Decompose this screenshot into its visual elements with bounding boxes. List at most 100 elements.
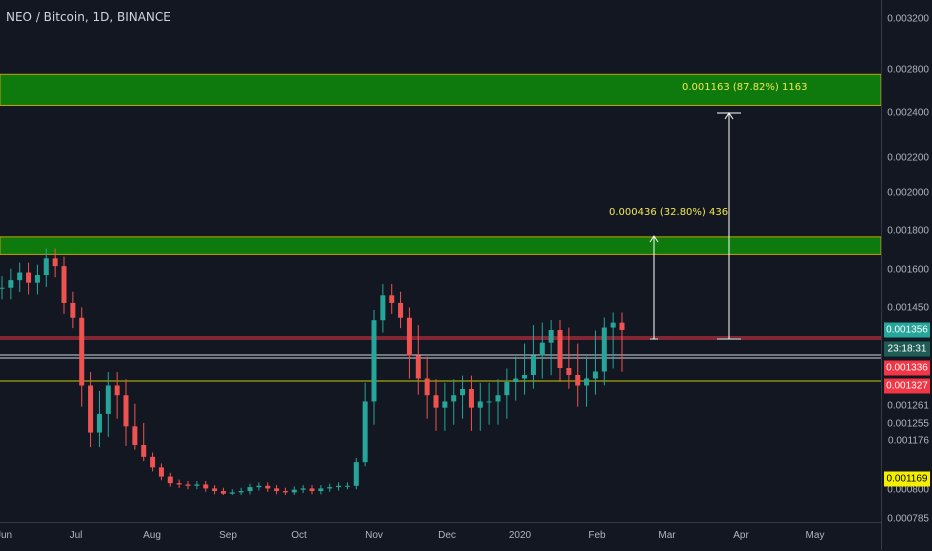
candle[interactable] bbox=[424, 378, 430, 396]
candle[interactable] bbox=[460, 389, 466, 396]
candle[interactable] bbox=[52, 258, 58, 267]
candle[interactable] bbox=[274, 488, 280, 492]
candle[interactable] bbox=[34, 275, 40, 283]
time-axis[interactable]: Jun Jul Aug Sep Oct Nov Dec 2020 Feb Mar Apr May bbox=[0, 522, 881, 551]
candle[interactable] bbox=[70, 302, 76, 318]
candle[interactable] bbox=[601, 327, 607, 372]
candle[interactable] bbox=[194, 484, 200, 486]
time-tick-label: Jul bbox=[69, 530, 83, 541]
candle[interactable] bbox=[336, 485, 342, 488]
candle[interactable] bbox=[513, 378, 519, 383]
candle[interactable] bbox=[141, 445, 147, 457]
candle[interactable] bbox=[353, 462, 359, 486]
candle[interactable] bbox=[575, 375, 581, 386]
candle[interactable] bbox=[495, 395, 501, 402]
time-tick-label: Apr bbox=[733, 530, 749, 541]
resistance-zone-lower[interactable] bbox=[0, 236, 881, 255]
measurement-label: 0.001163 (87.82%) 1163 bbox=[682, 82, 808, 93]
candle[interactable] bbox=[17, 272, 23, 281]
candle[interactable] bbox=[522, 375, 528, 379]
price-axis[interactable]: 0.003200 0.002800 0.002400 0.002200 0.002000… bbox=[881, 0, 932, 550]
candles bbox=[0, 248, 625, 495]
candle[interactable] bbox=[256, 485, 262, 488]
candle[interactable] bbox=[477, 401, 483, 408]
candle[interactable] bbox=[344, 485, 350, 487]
price-tick-label: 0.001800 bbox=[887, 225, 929, 237]
candle[interactable] bbox=[398, 302, 404, 318]
time-tick-label: Jun bbox=[0, 530, 13, 541]
candle[interactable] bbox=[327, 487, 333, 489]
candle[interactable] bbox=[8, 280, 14, 288]
candle[interactable] bbox=[132, 426, 138, 445]
zones bbox=[0, 73, 881, 255]
candle[interactable] bbox=[291, 489, 297, 493]
candle[interactable] bbox=[380, 295, 386, 321]
price-tag: 0.001327 bbox=[884, 378, 930, 394]
candle[interactable] bbox=[566, 368, 572, 375]
price-tick-label: 0.001255 bbox=[887, 418, 929, 430]
price-tick-label: 0.000800 bbox=[887, 484, 929, 496]
candle[interactable] bbox=[158, 467, 164, 477]
candle[interactable] bbox=[96, 413, 102, 433]
price-tick-label: 0.001176 bbox=[888, 435, 929, 447]
candle[interactable] bbox=[61, 266, 67, 303]
candle[interactable] bbox=[105, 385, 111, 414]
horizontal-lines bbox=[0, 336, 881, 382]
candle[interactable] bbox=[79, 317, 85, 386]
chart-area[interactable] bbox=[0, 0, 881, 522]
candle[interactable] bbox=[238, 491, 244, 493]
candle[interactable] bbox=[610, 322, 616, 328]
price-tick-label: 0.002200 bbox=[887, 152, 929, 164]
candle[interactable] bbox=[203, 484, 209, 489]
candle[interactable] bbox=[309, 488, 315, 492]
price-tick-label: 0.002000 bbox=[887, 187, 929, 199]
candle[interactable] bbox=[123, 395, 129, 427]
candle[interactable] bbox=[247, 487, 253, 492]
candle[interactable] bbox=[300, 488, 306, 490]
candle[interactable] bbox=[433, 395, 439, 408]
candle[interactable] bbox=[548, 330, 554, 343]
candle[interactable] bbox=[371, 320, 377, 402]
chart-title: NEO / Bitcoin, 1D, BINANCE bbox=[6, 10, 171, 24]
candle[interactable] bbox=[584, 378, 590, 386]
candle[interactable] bbox=[0, 287, 5, 289]
candle[interactable] bbox=[442, 401, 448, 408]
candle[interactable] bbox=[220, 491, 226, 494]
candle[interactable] bbox=[486, 401, 492, 403]
candle[interactable] bbox=[415, 355, 421, 379]
candle[interactable] bbox=[167, 476, 173, 484]
candle[interactable] bbox=[282, 491, 288, 493]
candle[interactable] bbox=[451, 395, 457, 402]
candle[interactable] bbox=[592, 371, 598, 379]
candle[interactable] bbox=[504, 382, 510, 396]
candle[interactable] bbox=[26, 272, 32, 283]
candle[interactable] bbox=[150, 456, 156, 468]
measurement-arrows bbox=[649, 112, 741, 340]
candle[interactable] bbox=[389, 295, 395, 303]
candle[interactable] bbox=[212, 488, 218, 492]
price-tick-label: 0.002400 bbox=[887, 107, 929, 119]
candle[interactable] bbox=[539, 342, 545, 356]
candle[interactable] bbox=[468, 389, 474, 408]
candle[interactable] bbox=[557, 330, 563, 368]
candle[interactable] bbox=[530, 355, 536, 375]
candle[interactable] bbox=[88, 385, 94, 433]
candle[interactable] bbox=[114, 385, 120, 396]
time-tick-label: Feb bbox=[588, 530, 606, 541]
candle[interactable] bbox=[362, 401, 368, 463]
candle[interactable] bbox=[176, 483, 182, 485]
arrow-head bbox=[649, 235, 659, 243]
candle[interactable] bbox=[265, 485, 271, 489]
resistance-zone-upper[interactable] bbox=[0, 73, 881, 106]
time-tick-label: May bbox=[805, 530, 825, 541]
candle[interactable] bbox=[318, 488, 324, 492]
price-tag: 23:18:31 bbox=[884, 341, 930, 357]
price-tick-label: 0.001600 bbox=[887, 264, 929, 276]
time-tick-label: 2020 bbox=[508, 530, 532, 541]
candle[interactable] bbox=[229, 492, 235, 494]
candle[interactable] bbox=[619, 322, 625, 330]
time-tick-label: Dec bbox=[438, 530, 456, 541]
candle[interactable] bbox=[185, 484, 191, 486]
candle[interactable] bbox=[406, 317, 412, 356]
candle[interactable] bbox=[43, 258, 49, 276]
